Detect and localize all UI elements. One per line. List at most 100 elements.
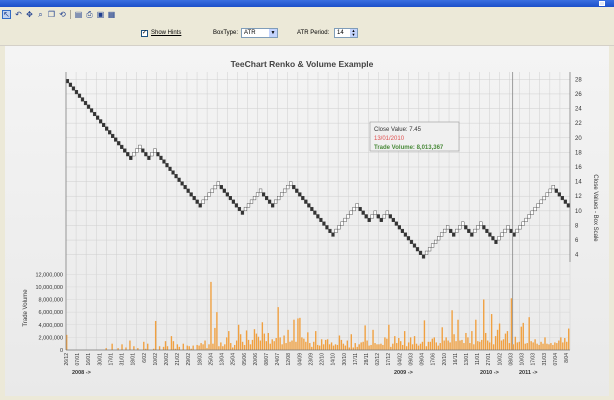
- renko-down-brick: [114, 137, 118, 142]
- print-icon[interactable]: ⎙: [86, 9, 93, 19]
- renko-down-brick: [228, 196, 232, 201]
- volume-bar: [279, 337, 281, 350]
- rotate-icon[interactable]: ⟲: [59, 9, 66, 19]
- volume-bar: [237, 324, 240, 350]
- edit-icon[interactable]: ▤: [74, 9, 83, 19]
- chart-axes: 4 6 8 10 12 14 16 18 20 22 24 26 28 0 2,000,000 4,000,0…: [35, 72, 582, 376]
- volume-bar: [560, 337, 562, 350]
- renko-tick-label: 24: [575, 107, 582, 113]
- volume-bar: [291, 340, 293, 350]
- renko-up-brick: [346, 214, 350, 219]
- volume-bar: [332, 345, 335, 350]
- volume-bar: [413, 336, 416, 350]
- renko-down-brick: [563, 199, 567, 204]
- renko-down-brick: [231, 199, 236, 204]
- renko-down-brick: [295, 188, 299, 193]
- renko-up-brick: [518, 225, 522, 230]
- export-icon[interactable]: ▣: [96, 9, 105, 19]
- volume-bar: [170, 336, 173, 350]
- chevron-down-icon[interactable]: ▼: [269, 29, 277, 37]
- renko-down-brick: [322, 221, 326, 226]
- volume-bar: [374, 343, 376, 350]
- volume-bar: [534, 339, 536, 350]
- renko-up-brick: [207, 192, 211, 197]
- volume-bar: [311, 346, 313, 350]
- renko-down-brick: [394, 221, 398, 226]
- copy-icon[interactable]: ❐: [47, 9, 56, 19]
- renko-up-brick: [355, 203, 359, 208]
- move-icon[interactable]: ✥: [26, 9, 33, 19]
- atr-period-stepper[interactable]: 14 ▲ ▼: [334, 28, 358, 38]
- x-tick-label: 17/01: [108, 353, 114, 366]
- x-tick-label: 10/02: [497, 353, 503, 366]
- volume-bar: [492, 344, 495, 350]
- renko-up-brick: [530, 210, 534, 215]
- volume-bar: [121, 344, 123, 350]
- volume-bar: [315, 331, 317, 350]
- renko-down-brick: [237, 206, 242, 212]
- renko-up-brick: [446, 225, 450, 230]
- volume-bar: [396, 343, 398, 350]
- volume-bar: [457, 319, 459, 350]
- renko-down-brick: [397, 225, 402, 230]
- renko-tick-label: 6: [575, 238, 579, 244]
- renko-down-brick: [144, 152, 148, 157]
- renko-down-brick: [313, 210, 317, 215]
- volume-bar: [338, 335, 341, 350]
- x-tick-label: 17/11: [353, 353, 359, 365]
- renko-down-brick: [129, 155, 133, 160]
- show-hints-checkbox[interactable]: ✓: [141, 30, 148, 37]
- volume-bar: [530, 341, 532, 350]
- box-type-select[interactable]: ATR ▼: [241, 28, 278, 38]
- volume-bar: [382, 344, 384, 350]
- renko-down-brick: [225, 192, 229, 197]
- spin-down-icon[interactable]: ▼: [350, 32, 357, 37]
- renko-up-brick: [551, 185, 555, 190]
- volume-bar: [289, 341, 291, 350]
- volume-bar: [481, 339, 483, 350]
- volume-bar: [164, 341, 167, 350]
- volume-bar: [206, 348, 208, 350]
- x-tick-label: 10/03: [520, 353, 526, 366]
- renko-down-brick: [77, 93, 82, 98]
- renko-up-brick: [132, 152, 136, 157]
- volume-bar: [125, 347, 127, 350]
- renko-down-brick: [198, 203, 202, 208]
- renko-up-brick: [524, 217, 528, 222]
- save-icon[interactable]: ▦: [107, 9, 116, 19]
- renko-down-brick: [74, 90, 79, 95]
- zoom-icon[interactable]: ⌕: [38, 9, 43, 19]
- spin-up-icon[interactable]: ▲: [350, 28, 357, 33]
- volume-bar: [506, 331, 509, 350]
- volume-bar: [512, 344, 515, 350]
- renko-volume-chart[interactable]: TeeChart Renko & Volume Example 4 6 8 10 12 1…: [5, 46, 609, 396]
- renko-up-brick: [135, 148, 139, 153]
- renko-down-brick: [68, 82, 73, 87]
- renko-down-brick: [86, 104, 91, 109]
- renko-tick-label: 4: [575, 253, 579, 259]
- renko-down-brick: [304, 199, 308, 204]
- x-tick-label: 02/12: [375, 353, 381, 366]
- renko-up-brick: [204, 196, 208, 201]
- close-window-icon[interactable]: [599, 1, 605, 6]
- undo-icon[interactable]: ↶: [15, 9, 22, 19]
- volume-bar: [398, 338, 400, 350]
- renko-down-brick: [83, 101, 88, 106]
- renko-down-brick: [358, 206, 362, 212]
- volume-bar: [255, 333, 258, 350]
- renko-tick-label: 14: [575, 180, 582, 186]
- renko-up-brick: [252, 196, 257, 201]
- x-tick-label: 25/04: [231, 353, 237, 366]
- renko-down-brick: [400, 228, 405, 233]
- renko-down-brick: [186, 188, 190, 193]
- x-tick-label: 18/03: [197, 353, 203, 366]
- x-tick-label: 17/12: [386, 353, 392, 366]
- volume-tick-label: 4,000,000: [39, 323, 63, 329]
- renko-down-brick: [222, 188, 226, 193]
- volume-bar: [405, 346, 408, 350]
- year-label: 2008 ->: [72, 370, 91, 376]
- renko-down-brick: [307, 203, 311, 208]
- renko-down-brick: [494, 239, 498, 244]
- volume-bar: [556, 343, 558, 350]
- pointer-icon[interactable]: ↖: [2, 9, 11, 19]
